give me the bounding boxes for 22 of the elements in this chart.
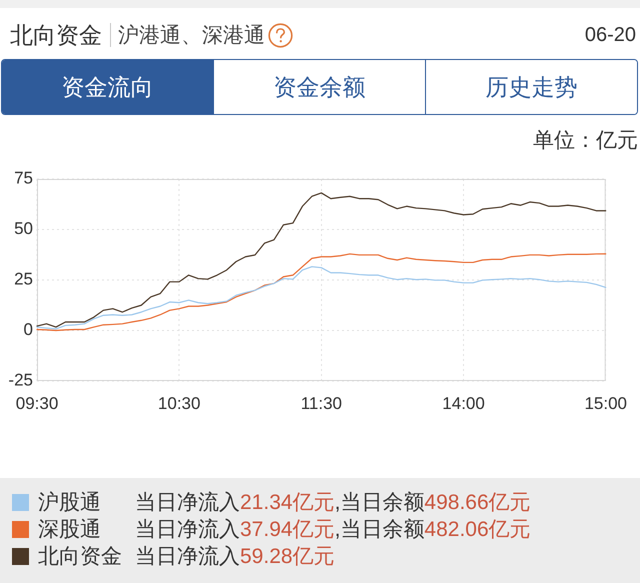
x-tick-label: 15:00 xyxy=(584,394,628,413)
y-tick-label: 50 xyxy=(14,219,33,238)
legend-label: 沪股通 xyxy=(38,490,101,516)
y-tick-label: 25 xyxy=(14,270,33,289)
legend-label: 北向资金 xyxy=(38,544,122,570)
text: 当日净流入37.94亿元,当日余额482.06亿元 xyxy=(135,518,531,541)
text: 当日净流入59.28亿元 xyxy=(135,545,335,568)
x-tick-label: 14:00 xyxy=(442,394,485,413)
y-tick-label: -25 xyxy=(8,370,33,390)
x-tick-label: 11:30 xyxy=(300,394,342,413)
chart-title: 北向资金 xyxy=(10,20,102,50)
legend-label: 深股通 xyxy=(38,517,101,543)
text: 当日净流入21.34亿元,当日余额498.66亿元 xyxy=(135,491,531,514)
y-tick-label: 75 xyxy=(14,168,33,188)
chart-subtitle: 沪港通、深港通 xyxy=(118,23,265,49)
x-tick-label: 09:30 xyxy=(16,394,58,413)
text: 06-20 xyxy=(584,23,636,48)
y-tick-label: 0 xyxy=(24,320,33,340)
x-tick-label: 10:30 xyxy=(158,394,200,413)
tab[interactable]: 历史走势 xyxy=(425,60,637,114)
tab[interactable]: 资金流向 xyxy=(2,60,213,114)
y-axis-title: 单位：亿元 xyxy=(533,128,638,154)
